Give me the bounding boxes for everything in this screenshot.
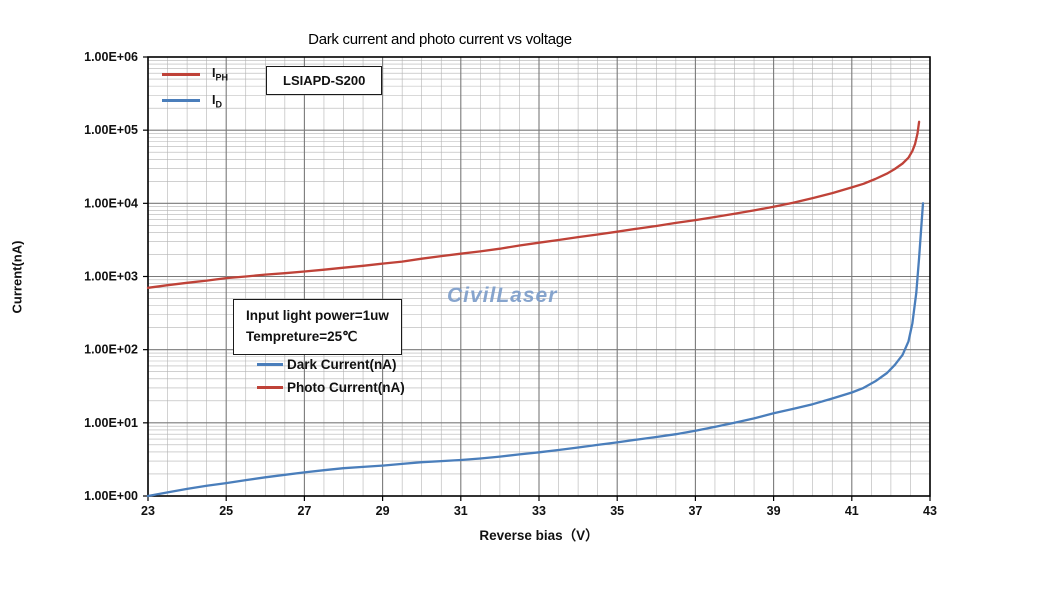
chart-title: Dark current and photo current vs voltag…	[308, 31, 572, 48]
photo-legend-swatch	[257, 386, 283, 389]
svg-text:43: 43	[923, 504, 937, 518]
y-axis-label: Current(nA)	[9, 240, 25, 314]
legend-label-id: ID	[212, 92, 222, 110]
svg-text:31: 31	[454, 504, 468, 518]
legend-label-iph: IPH	[212, 66, 228, 83]
svg-text:25: 25	[219, 504, 233, 518]
svg-text:1.00E+05: 1.00E+05	[84, 123, 138, 137]
svg-text:1.00E+06: 1.00E+06	[84, 50, 138, 64]
svg-text:39: 39	[767, 504, 781, 518]
legend-item-dark: ID	[162, 92, 228, 110]
photo-legend-label: Photo Current(nA)	[287, 380, 405, 395]
svg-text:33: 33	[532, 504, 546, 518]
x-axis-label: Reverse bias（V）	[479, 528, 599, 543]
svg-text:35: 35	[610, 504, 624, 518]
inner-legend: Dark Current(nA) Photo Current(nA)	[257, 357, 405, 395]
svg-text:27: 27	[297, 504, 311, 518]
svg-text:37: 37	[688, 504, 702, 518]
dark-legend-label: Dark Current(nA)	[287, 357, 397, 372]
svg-text:1.00E+04: 1.00E+04	[84, 196, 138, 210]
legend-item-photo: IPH	[162, 66, 228, 83]
annotation-box: Input light power=1uw Tempreture=25℃	[233, 299, 402, 355]
model-badge: LSIAPD-S200	[266, 66, 383, 95]
annotation-line-2: Tempreture=25℃	[246, 328, 358, 344]
svg-text:29: 29	[376, 504, 390, 518]
iph-line-swatch	[162, 72, 200, 76]
id-line-swatch	[162, 99, 200, 103]
svg-text:41: 41	[845, 504, 859, 518]
svg-text:1.00E+01: 1.00E+01	[84, 416, 138, 430]
svg-text:1.00E+03: 1.00E+03	[84, 270, 138, 284]
legend-top: IPH ID	[162, 66, 228, 109]
inner-legend-item-photo: Photo Current(nA)	[257, 380, 405, 395]
watermark-logo: CivilLaser	[447, 284, 558, 307]
inner-legend-item-dark: Dark Current(nA)	[257, 357, 405, 372]
dark-legend-swatch	[257, 363, 283, 366]
svg-text:1.00E+02: 1.00E+02	[84, 343, 138, 357]
svg-text:1.00E+00: 1.00E+00	[84, 489, 138, 503]
annotation-line-1: Input light power=1uw	[246, 308, 389, 323]
svg-text:23: 23	[141, 504, 155, 518]
